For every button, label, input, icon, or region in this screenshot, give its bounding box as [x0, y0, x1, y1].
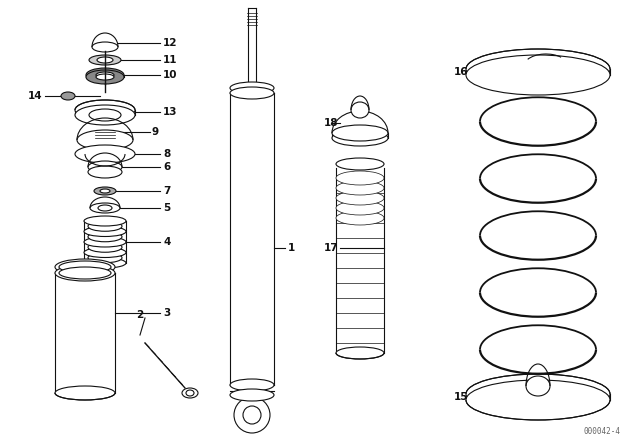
Ellipse shape	[88, 161, 122, 173]
Ellipse shape	[88, 232, 122, 242]
Ellipse shape	[466, 49, 610, 89]
Ellipse shape	[96, 74, 114, 80]
Text: 13: 13	[163, 107, 177, 117]
Ellipse shape	[100, 189, 110, 193]
Ellipse shape	[526, 376, 550, 396]
Ellipse shape	[351, 102, 369, 118]
Text: 16: 16	[454, 67, 468, 77]
Ellipse shape	[94, 187, 116, 195]
Ellipse shape	[89, 109, 121, 121]
Text: 10: 10	[163, 70, 177, 80]
Ellipse shape	[336, 211, 384, 225]
Ellipse shape	[336, 181, 384, 195]
Ellipse shape	[88, 242, 122, 252]
Ellipse shape	[61, 92, 75, 100]
Text: 12: 12	[163, 38, 177, 48]
Ellipse shape	[230, 82, 274, 94]
Ellipse shape	[59, 261, 111, 273]
Ellipse shape	[55, 259, 115, 275]
Ellipse shape	[75, 105, 135, 125]
Text: 15: 15	[454, 392, 468, 402]
Ellipse shape	[182, 388, 198, 398]
Ellipse shape	[336, 158, 384, 170]
Text: 8: 8	[163, 149, 170, 159]
Ellipse shape	[84, 247, 126, 258]
Ellipse shape	[84, 258, 126, 268]
Ellipse shape	[336, 347, 384, 359]
Ellipse shape	[84, 237, 126, 247]
Ellipse shape	[77, 130, 133, 150]
Ellipse shape	[230, 389, 274, 401]
Ellipse shape	[86, 68, 124, 82]
Ellipse shape	[466, 380, 610, 420]
Ellipse shape	[88, 253, 122, 263]
Ellipse shape	[59, 267, 111, 279]
Ellipse shape	[88, 221, 122, 231]
Ellipse shape	[234, 397, 270, 433]
Ellipse shape	[55, 265, 115, 281]
Ellipse shape	[332, 130, 388, 146]
Ellipse shape	[336, 191, 384, 205]
Text: 2: 2	[136, 310, 143, 320]
Ellipse shape	[336, 201, 384, 215]
Ellipse shape	[336, 171, 384, 185]
Ellipse shape	[466, 374, 610, 414]
Text: 000042-4: 000042-4	[583, 427, 620, 436]
Ellipse shape	[466, 55, 610, 95]
Ellipse shape	[84, 216, 126, 226]
Text: 18: 18	[323, 118, 338, 128]
Ellipse shape	[90, 203, 120, 213]
Ellipse shape	[86, 70, 124, 84]
Ellipse shape	[96, 72, 114, 78]
Ellipse shape	[230, 379, 274, 391]
Ellipse shape	[98, 205, 112, 211]
Ellipse shape	[55, 386, 115, 400]
Ellipse shape	[88, 166, 122, 178]
Text: 14: 14	[28, 91, 42, 101]
Text: 9: 9	[152, 127, 159, 137]
Ellipse shape	[92, 42, 118, 52]
Text: 4: 4	[163, 237, 170, 247]
Text: 17: 17	[323, 243, 338, 253]
Ellipse shape	[332, 125, 388, 141]
Text: 11: 11	[163, 55, 177, 65]
Ellipse shape	[243, 406, 261, 424]
Ellipse shape	[84, 227, 126, 237]
Text: 5: 5	[163, 203, 170, 213]
Text: 7: 7	[163, 186, 170, 196]
Ellipse shape	[75, 100, 135, 120]
Ellipse shape	[97, 57, 113, 63]
Ellipse shape	[186, 390, 194, 396]
Ellipse shape	[75, 145, 135, 163]
Text: 6: 6	[163, 162, 170, 172]
Ellipse shape	[230, 87, 274, 99]
Text: 3: 3	[163, 308, 170, 318]
Ellipse shape	[89, 55, 121, 65]
Text: 1: 1	[288, 243, 295, 253]
